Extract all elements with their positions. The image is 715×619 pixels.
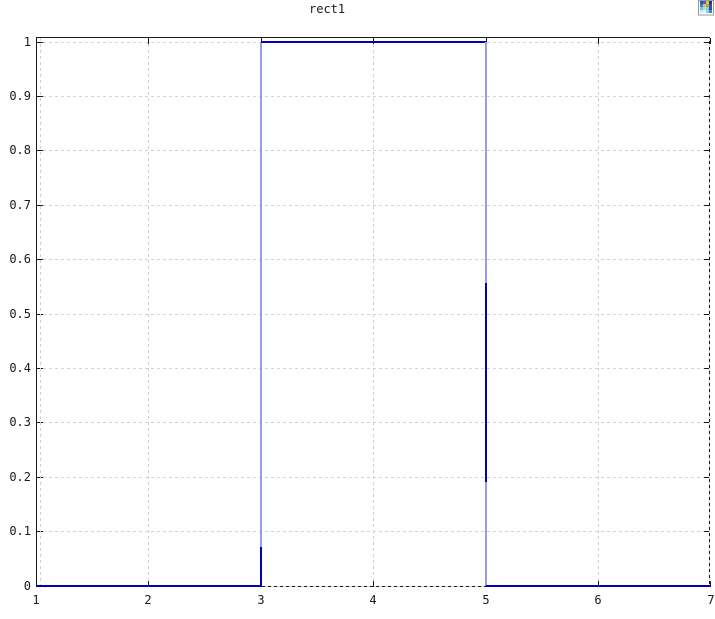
y-axis-tick-right	[704, 42, 710, 43]
plot-title: rect1	[309, 2, 346, 16]
function-line-vertical	[260, 42, 262, 586]
x-tick-label: 5	[482, 593, 490, 607]
x-axis-tick-top	[710, 38, 711, 44]
x-tick-label: 4	[369, 593, 377, 607]
function-line-vertical-dark	[260, 547, 262, 586]
x-axis-tick-top	[36, 38, 37, 44]
x-axis-tick-bottom	[710, 581, 711, 587]
x-axis-tick-top	[598, 38, 599, 44]
y-tick-label: 0.5	[9, 307, 31, 321]
x-axis-tick-top	[486, 38, 487, 44]
vertical-gridline	[598, 38, 599, 587]
vertical-gridline	[148, 38, 149, 587]
vertical-gridline	[373, 38, 374, 587]
y-tick-label: 1	[23, 35, 31, 49]
y-axis-tick-right	[704, 205, 710, 206]
x-axis-tick-bottom	[598, 581, 599, 587]
y-axis-tick-right	[704, 368, 710, 369]
function-line-horizontal	[486, 585, 711, 587]
y-tick-label: 0.7	[9, 198, 31, 212]
x-tick-label: 1	[32, 593, 40, 607]
x-axis-tick-bottom	[36, 581, 37, 587]
vertical-gridline	[40, 38, 41, 587]
plot-thumbnail-graphic	[698, 0, 714, 16]
y-tick-label: 0.9	[9, 89, 31, 103]
y-tick-label: 0.1	[9, 524, 31, 538]
y-axis-tick-right	[704, 477, 710, 478]
x-tick-label: 7	[707, 593, 715, 607]
y-axis-tick-right	[704, 314, 710, 315]
y-axis-tick-right	[704, 422, 710, 423]
y-tick-label: 0.2	[9, 470, 31, 484]
function-line-vertical-dark	[485, 283, 487, 482]
function-line-horizontal	[36, 585, 261, 587]
vertical-gridline	[709, 38, 710, 587]
y-axis-tick-right	[704, 150, 710, 151]
plot-thumbnail-icon[interactable]	[698, 0, 714, 16]
y-tick-label: 0.6	[9, 252, 31, 266]
y-tick-label: 0	[23, 579, 31, 593]
y-tick-label: 0.4	[9, 361, 31, 375]
y-axis-tick-right	[704, 531, 710, 532]
y-axis-tick-right	[704, 259, 710, 260]
x-axis-tick-bottom	[148, 581, 149, 587]
y-tick-label: 0.8	[9, 143, 31, 157]
function-line-horizontal	[261, 41, 486, 43]
x-tick-label: 6	[594, 593, 602, 607]
y-axis-tick-right	[704, 96, 710, 97]
y-tick-label: 0.3	[9, 415, 31, 429]
x-tick-label: 2	[144, 593, 152, 607]
x-tick-label: 3	[257, 593, 265, 607]
x-axis-tick-bottom	[373, 581, 374, 587]
x-axis-tick-top	[148, 38, 149, 44]
